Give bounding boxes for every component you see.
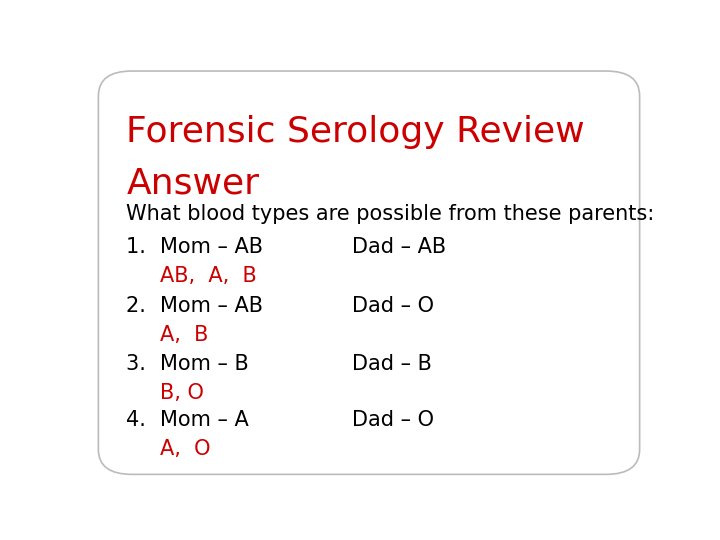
Text: Dad – B: Dad – B [352, 354, 432, 374]
Text: 3.: 3. [126, 354, 159, 374]
Text: A,  O: A, O [160, 439, 210, 459]
Text: Mom – A: Mom – A [160, 410, 248, 430]
Text: Forensic Serology Review: Forensic Serology Review [126, 114, 585, 148]
Text: Dad – AB: Dad – AB [352, 238, 446, 258]
Text: 2.: 2. [126, 295, 159, 315]
Text: 1.: 1. [126, 238, 159, 258]
Text: Mom – AB: Mom – AB [160, 295, 263, 315]
Text: Dad – O: Dad – O [352, 295, 434, 315]
Text: Answer: Answer [126, 167, 259, 201]
Text: Mom – B: Mom – B [160, 354, 248, 374]
Text: A,  B: A, B [160, 325, 208, 345]
Text: Mom – AB: Mom – AB [160, 238, 263, 258]
Text: 4.: 4. [126, 410, 153, 430]
Text: AB,  A,  B: AB, A, B [160, 266, 256, 286]
FancyBboxPatch shape [99, 71, 639, 474]
Text: What blood types are possible from these parents:: What blood types are possible from these… [126, 204, 654, 224]
Text: B, O: B, O [160, 383, 204, 403]
Text: Dad – O: Dad – O [352, 410, 434, 430]
